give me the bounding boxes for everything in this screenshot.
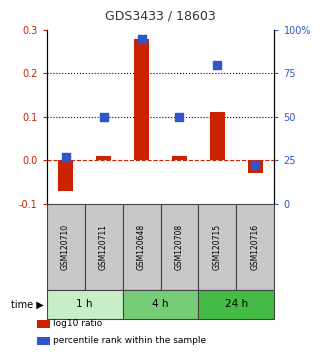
Bar [172,156,187,160]
Text: time ▶: time ▶ [11,299,43,309]
Point [215,62,220,68]
Bar [248,160,263,173]
Point [253,162,258,168]
Bar [47,204,84,290]
Text: GSM120710: GSM120710 [61,224,70,270]
Point [177,114,182,120]
Bar [160,204,198,290]
Bar [198,290,274,319]
Point [101,114,106,120]
Bar [237,204,274,290]
Bar [134,39,149,160]
Bar [210,113,225,160]
Text: 1 h: 1 h [76,299,93,309]
Text: 24 h: 24 h [225,299,248,309]
Text: 4 h: 4 h [152,299,169,309]
Bar [123,290,198,319]
Bar [84,204,123,290]
Text: GSM120715: GSM120715 [213,224,222,270]
Point [139,36,144,41]
Bar [96,156,111,160]
Bar [198,204,237,290]
Text: log10 ratio: log10 ratio [53,319,102,329]
Text: GSM120716: GSM120716 [251,224,260,270]
Text: GDS3433 / 18603: GDS3433 / 18603 [105,10,216,22]
Bar [47,290,123,319]
Point [63,154,68,160]
Bar [58,160,73,190]
Text: GSM120711: GSM120711 [99,224,108,270]
Text: GSM120648: GSM120648 [137,224,146,270]
Text: percentile rank within the sample: percentile rank within the sample [53,336,206,346]
Bar [123,204,160,290]
Text: GSM120708: GSM120708 [175,224,184,270]
